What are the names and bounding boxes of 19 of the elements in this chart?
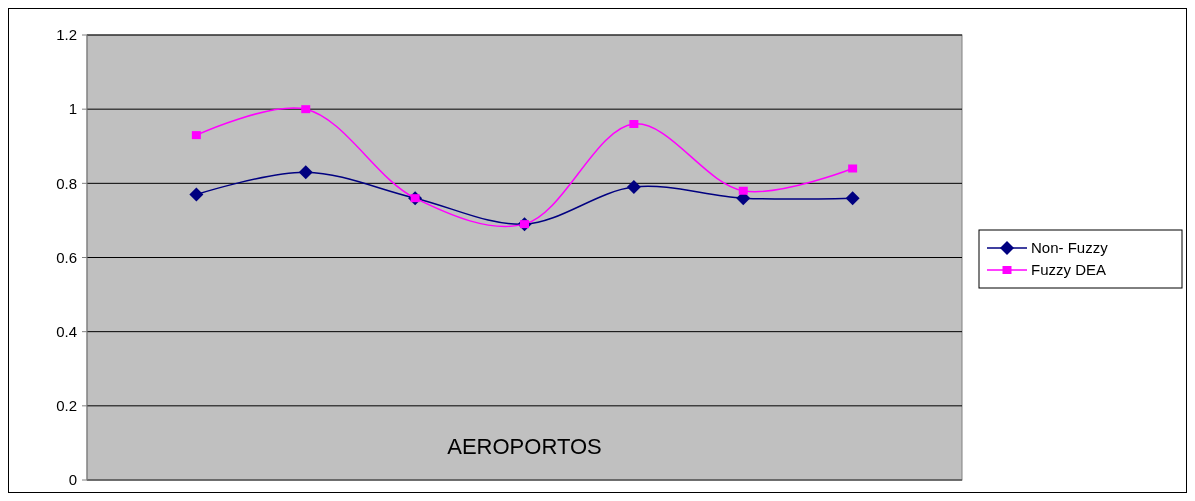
point: [738, 186, 748, 195]
point: [189, 187, 204, 202]
y-tick-label: 0.8: [56, 174, 77, 192]
y-tick-label: 0: [68, 471, 77, 489]
point: [626, 180, 641, 195]
point: [298, 165, 313, 180]
legend-label: Non- Fuzzy: [1031, 239, 1109, 257]
y-tick-label: 0.4: [56, 322, 77, 340]
y-tick-label: 1: [68, 100, 77, 118]
point: [191, 131, 201, 140]
point: [629, 120, 639, 128]
point: [845, 191, 860, 206]
y-tick-label: 1.2: [56, 26, 77, 44]
legend-label: Fuzzy DEA: [1031, 261, 1107, 279]
y-tick-label: 0.2: [56, 397, 77, 415]
point: [301, 105, 311, 114]
point: [848, 164, 858, 173]
y-tick-label: 0.6: [56, 248, 77, 266]
x-axis-title: AEROPORTOS: [447, 434, 602, 459]
